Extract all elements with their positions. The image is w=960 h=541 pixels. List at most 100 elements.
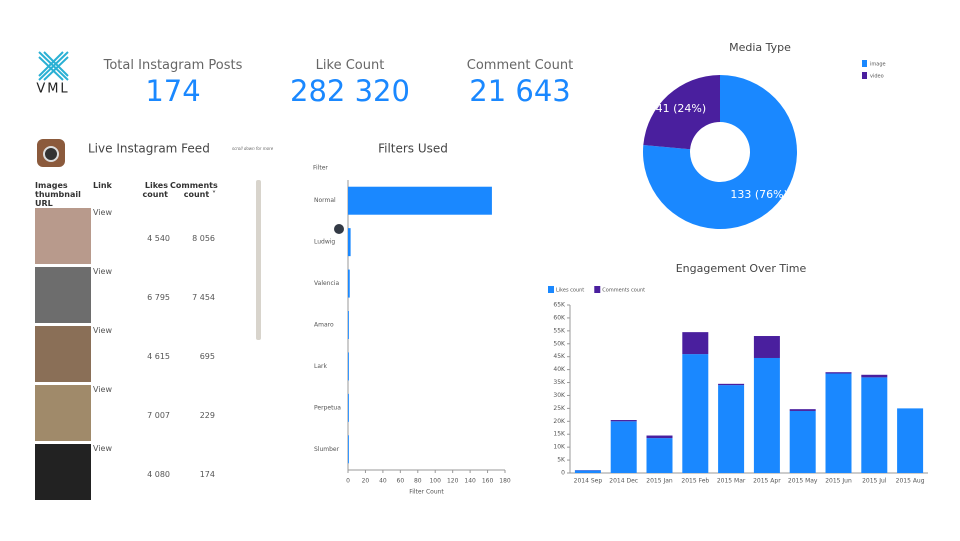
- thumbnail: [35, 208, 91, 264]
- x-tick-label: 100: [429, 478, 441, 485]
- legend-label: video: [870, 74, 884, 80]
- legend-swatch: [862, 72, 867, 79]
- x-tick-label: 2015 Apr: [753, 478, 781, 485]
- feed-note: scroll down for more: [232, 146, 274, 151]
- likes-count: 4 540: [147, 234, 170, 243]
- y-tick-label: Lark: [314, 363, 327, 370]
- bar-segment: [718, 385, 745, 473]
- pie-slice: [643, 75, 720, 150]
- x-tick-label: 2014 Dec: [609, 478, 638, 485]
- x-tick-label: 140: [464, 478, 476, 485]
- y-tick-label: Normal: [314, 197, 336, 204]
- y-tick-label: Slumber: [314, 446, 340, 453]
- comments-count: 8 056: [192, 234, 215, 243]
- logo-mark: [38, 51, 69, 81]
- y-axis-label: Filter: [313, 165, 328, 172]
- feed-title: Live Instagram Feed: [88, 142, 210, 156]
- kpi-label: Total Instagram Posts: [103, 58, 243, 73]
- logo-text: VML: [36, 82, 69, 97]
- y-tick-label: 15K: [553, 431, 566, 438]
- view-link[interactable]: View: [93, 444, 112, 453]
- kpi-label: Comment Count: [466, 58, 574, 73]
- kpi-value: 282 320: [290, 74, 410, 108]
- view-link[interactable]: View: [93, 326, 112, 335]
- likes-count: 7 007: [147, 411, 170, 420]
- x-axis-label: Filter Count: [409, 489, 444, 496]
- bar: [348, 228, 351, 257]
- kpi-value: 174: [145, 74, 201, 108]
- column-header: Comments count ˅: [170, 181, 218, 199]
- bar-segment: [718, 383, 745, 386]
- chart-title: Media Type: [729, 41, 791, 54]
- legend-label: image: [870, 62, 886, 68]
- y-tick-label: 60K: [553, 314, 566, 321]
- view-link[interactable]: View: [93, 267, 112, 276]
- scrollbar[interactable]: [256, 180, 261, 340]
- view-link[interactable]: View: [93, 208, 112, 217]
- x-tick-label: 80: [414, 478, 422, 485]
- legend-label: Comments count: [602, 288, 645, 294]
- x-tick-label: 20: [362, 478, 370, 485]
- comments-count: 174: [199, 470, 215, 479]
- comments-count: 7 454: [192, 293, 215, 302]
- y-tick-label: 35K: [553, 379, 566, 386]
- thumbnail: [35, 326, 91, 382]
- x-tick-label: 2015 Aug: [896, 478, 925, 485]
- column-header: Link: [93, 181, 112, 190]
- kpi-label: Like Count: [315, 58, 385, 73]
- view-link[interactable]: View: [93, 385, 112, 394]
- bar: [348, 435, 349, 464]
- x-tick-label: 2015 Jun: [825, 478, 852, 485]
- instagram-lens: [43, 146, 59, 162]
- bar: [348, 269, 350, 298]
- y-tick-label: Perpetua: [314, 404, 341, 411]
- likes-count: 4 615: [147, 352, 170, 361]
- x-tick-label: 2015 May: [788, 478, 818, 485]
- slice-label: 41 (24%): [656, 102, 707, 115]
- bar-segment: [789, 410, 816, 473]
- bar-segment: [897, 408, 924, 473]
- likes-count: 4 080: [147, 470, 170, 479]
- x-tick-label: 2015 Mar: [717, 478, 746, 485]
- bar-segment: [861, 377, 888, 473]
- x-tick-label: 2015 Jul: [862, 478, 887, 485]
- chart-title: Filters Used: [378, 142, 448, 156]
- bar: [348, 393, 349, 422]
- bar-segment: [646, 435, 673, 439]
- y-tick-label: 45K: [553, 353, 566, 360]
- bar-segment: [825, 373, 852, 473]
- thumbnail: [35, 444, 91, 500]
- comments-count: 229: [199, 411, 215, 420]
- y-tick-label: 40K: [553, 366, 566, 373]
- bar-segment: [861, 374, 888, 378]
- column-header: Images thumbnail URL: [35, 181, 81, 208]
- slice-label: 133 (76%): [730, 188, 788, 201]
- thumbnail: [35, 385, 91, 441]
- bar: [348, 311, 349, 339]
- y-tick-label: 10K: [553, 444, 566, 451]
- y-tick-label: 30K: [553, 392, 566, 399]
- x-tick-label: 180: [499, 478, 511, 485]
- bar-segment: [682, 332, 709, 355]
- bar-segment: [646, 438, 673, 473]
- bar-segment: [610, 421, 637, 473]
- column-header: Likes count: [142, 181, 168, 199]
- y-tick-label: 25K: [553, 405, 566, 412]
- y-tick-label: 20K: [553, 418, 566, 425]
- bar-segment: [825, 372, 852, 374]
- bar-segment: [574, 470, 601, 473]
- legend-label: Likes count: [556, 288, 584, 294]
- cursor: [334, 224, 344, 234]
- legend-swatch: [862, 60, 867, 67]
- thumbnail: [35, 267, 91, 323]
- x-tick-label: 60: [397, 478, 405, 485]
- y-tick-label: 55K: [553, 327, 566, 334]
- likes-count: 6 795: [147, 293, 170, 302]
- y-tick-label: Valencia: [314, 280, 339, 287]
- x-tick-label: 0: [346, 478, 350, 485]
- legend-swatch: [548, 286, 554, 293]
- x-tick-label: 2015 Feb: [681, 478, 709, 485]
- x-tick-label: 2014 Sep: [574, 478, 603, 485]
